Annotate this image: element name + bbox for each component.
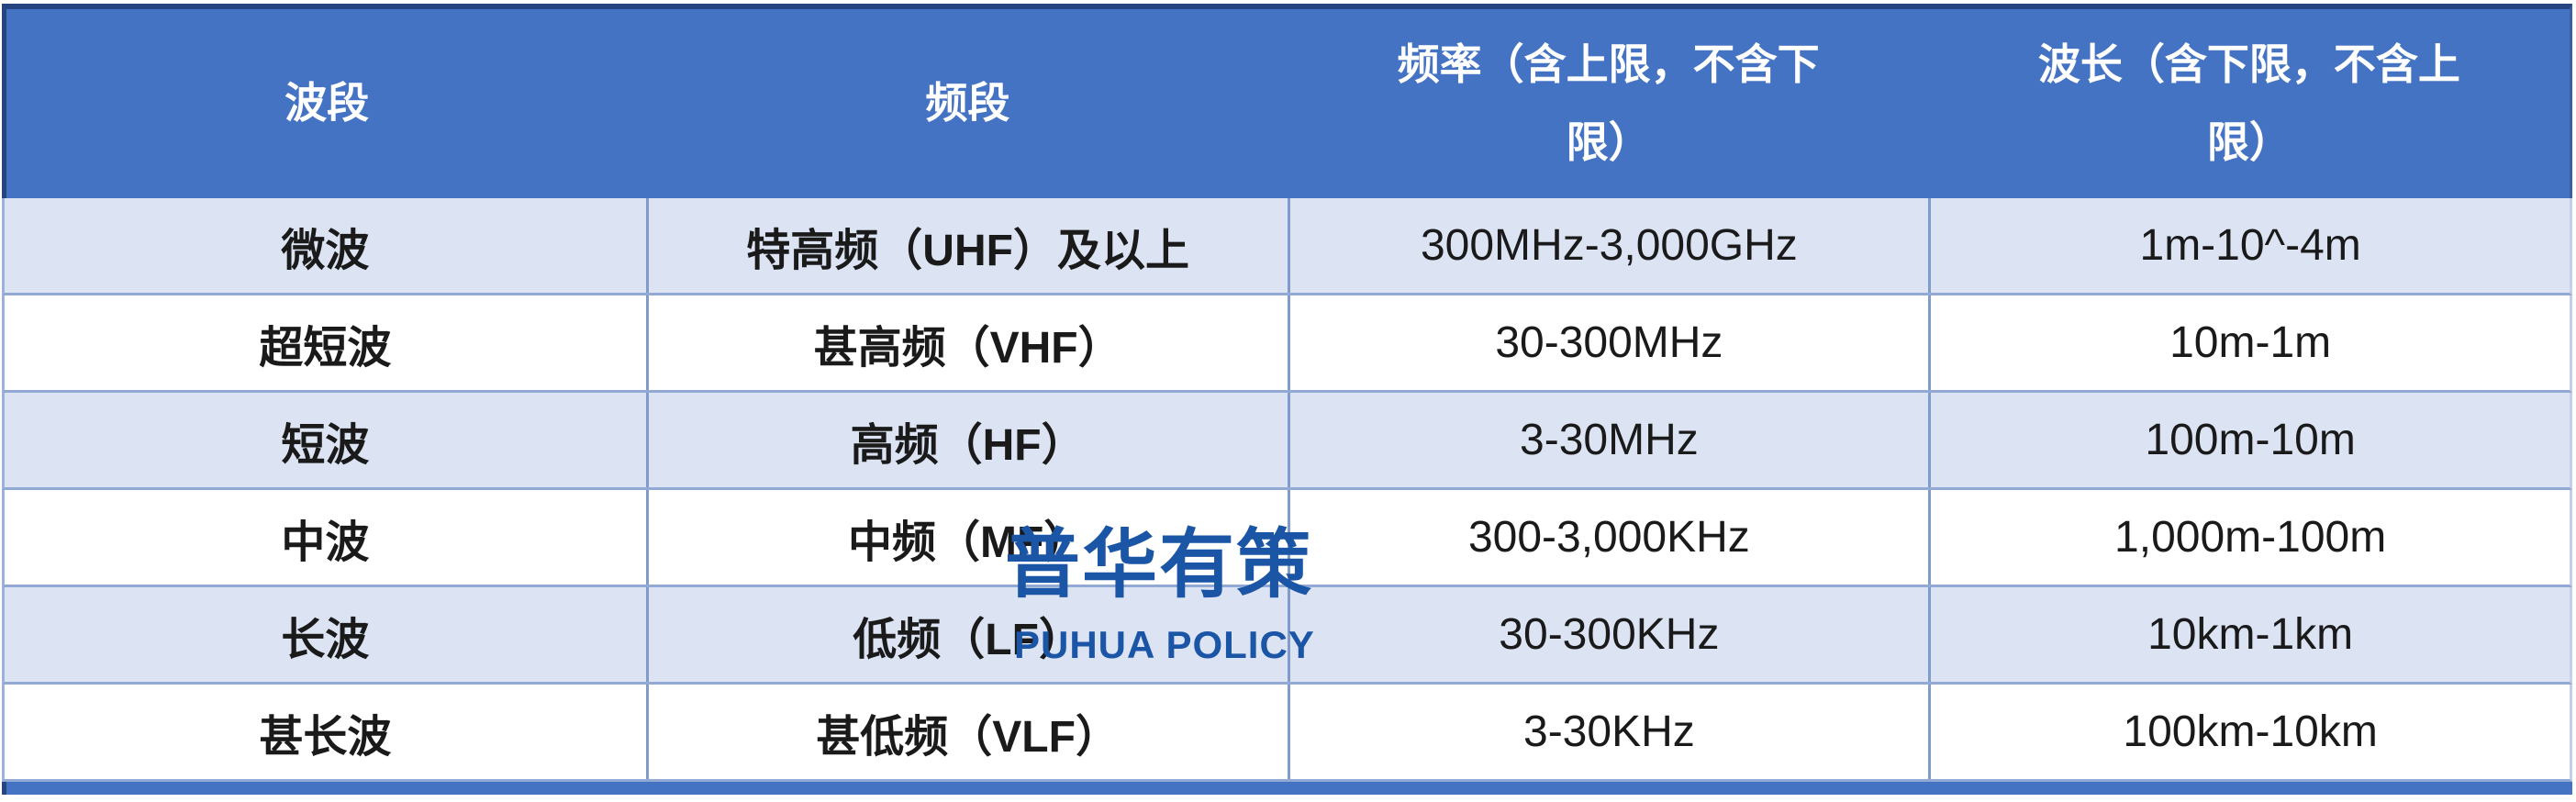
cell-frequency-band: 甚低频（VLF） <box>645 685 1288 779</box>
table-bottom-edge <box>2 782 2572 795</box>
table-row: 甚长波 甚低频（VLF） 3-30KHz 100km-10km <box>2 685 2572 782</box>
cell-frequency-band: 高频（HF） <box>645 393 1288 487</box>
cell-frequency-range: 300-3,000KHz <box>1287 490 1929 585</box>
header-cell-frequency-band: 频段 <box>925 79 1010 128</box>
cell-frequency-band: 甚高频（VHF） <box>645 295 1288 390</box>
header-cell-frequency-range: 频率（含上限，不含下 限） <box>1397 39 1820 166</box>
cell-band: 超短波 <box>259 323 392 373</box>
table-row: 超短波 甚高频（VHF） 30-300MHz 10m-1m <box>2 295 2572 393</box>
cell-frequency-band: 中频（MF） <box>645 490 1288 585</box>
cell-wavelength-range: 1m-10^-4m <box>1928 198 2570 293</box>
cell-frequency-band: 特高频（UHF）及以上 <box>645 198 1288 293</box>
cell-band: 中波 <box>281 518 370 567</box>
cell-wavelength-range: 10m-1m <box>1928 295 2570 390</box>
cell-frequency-range: 3-30MHz <box>1287 393 1929 487</box>
cell-band: 甚长波 <box>259 712 392 762</box>
cell-frequency-band: 低频（LF） <box>645 587 1288 682</box>
cell-wavelength-range: 10km-1km <box>1928 587 2570 682</box>
cell-frequency-range: 300MHz-3,000GHz <box>1287 198 1929 293</box>
table-header-row: 波段 频段 频率（含上限，不含下 限） 波长（含下限，不含上 限） <box>2 4 2572 198</box>
table-row: 微波 特高频（UHF）及以上 300MHz-3,000GHz 1m-10^-4m <box>2 198 2572 295</box>
cell-band: 短波 <box>281 420 370 470</box>
cell-wavelength-range: 1,000m-100m <box>1928 490 2570 585</box>
cell-band: 长波 <box>281 615 370 664</box>
header-cell-wavelength-range: 波长（含下限，不含上 限） <box>2037 39 2460 166</box>
table-row: 短波 高频（HF） 3-30MHz 100m-10m <box>2 393 2572 490</box>
band-frequency-table: 波段 频段 频率（含上限，不含下 限） 波长（含下限，不含上 限） 微波 特高频… <box>2 4 2572 795</box>
cell-frequency-range: 30-300KHz <box>1287 587 1929 682</box>
table-row: 长波 低频（LF） 30-300KHz 10km-1km <box>2 587 2572 685</box>
cell-frequency-range: 30-300MHz <box>1287 295 1929 390</box>
cell-band: 微波 <box>281 226 370 275</box>
cell-wavelength-range: 100m-10m <box>1928 393 2570 487</box>
header-cell-band: 波段 <box>284 79 370 128</box>
cell-wavelength-range: 100km-10km <box>1928 685 2570 779</box>
cell-frequency-range: 3-30KHz <box>1287 685 1929 779</box>
table-row: 中波 中频（MF） 300-3,000KHz 1,000m-100m <box>2 490 2572 587</box>
